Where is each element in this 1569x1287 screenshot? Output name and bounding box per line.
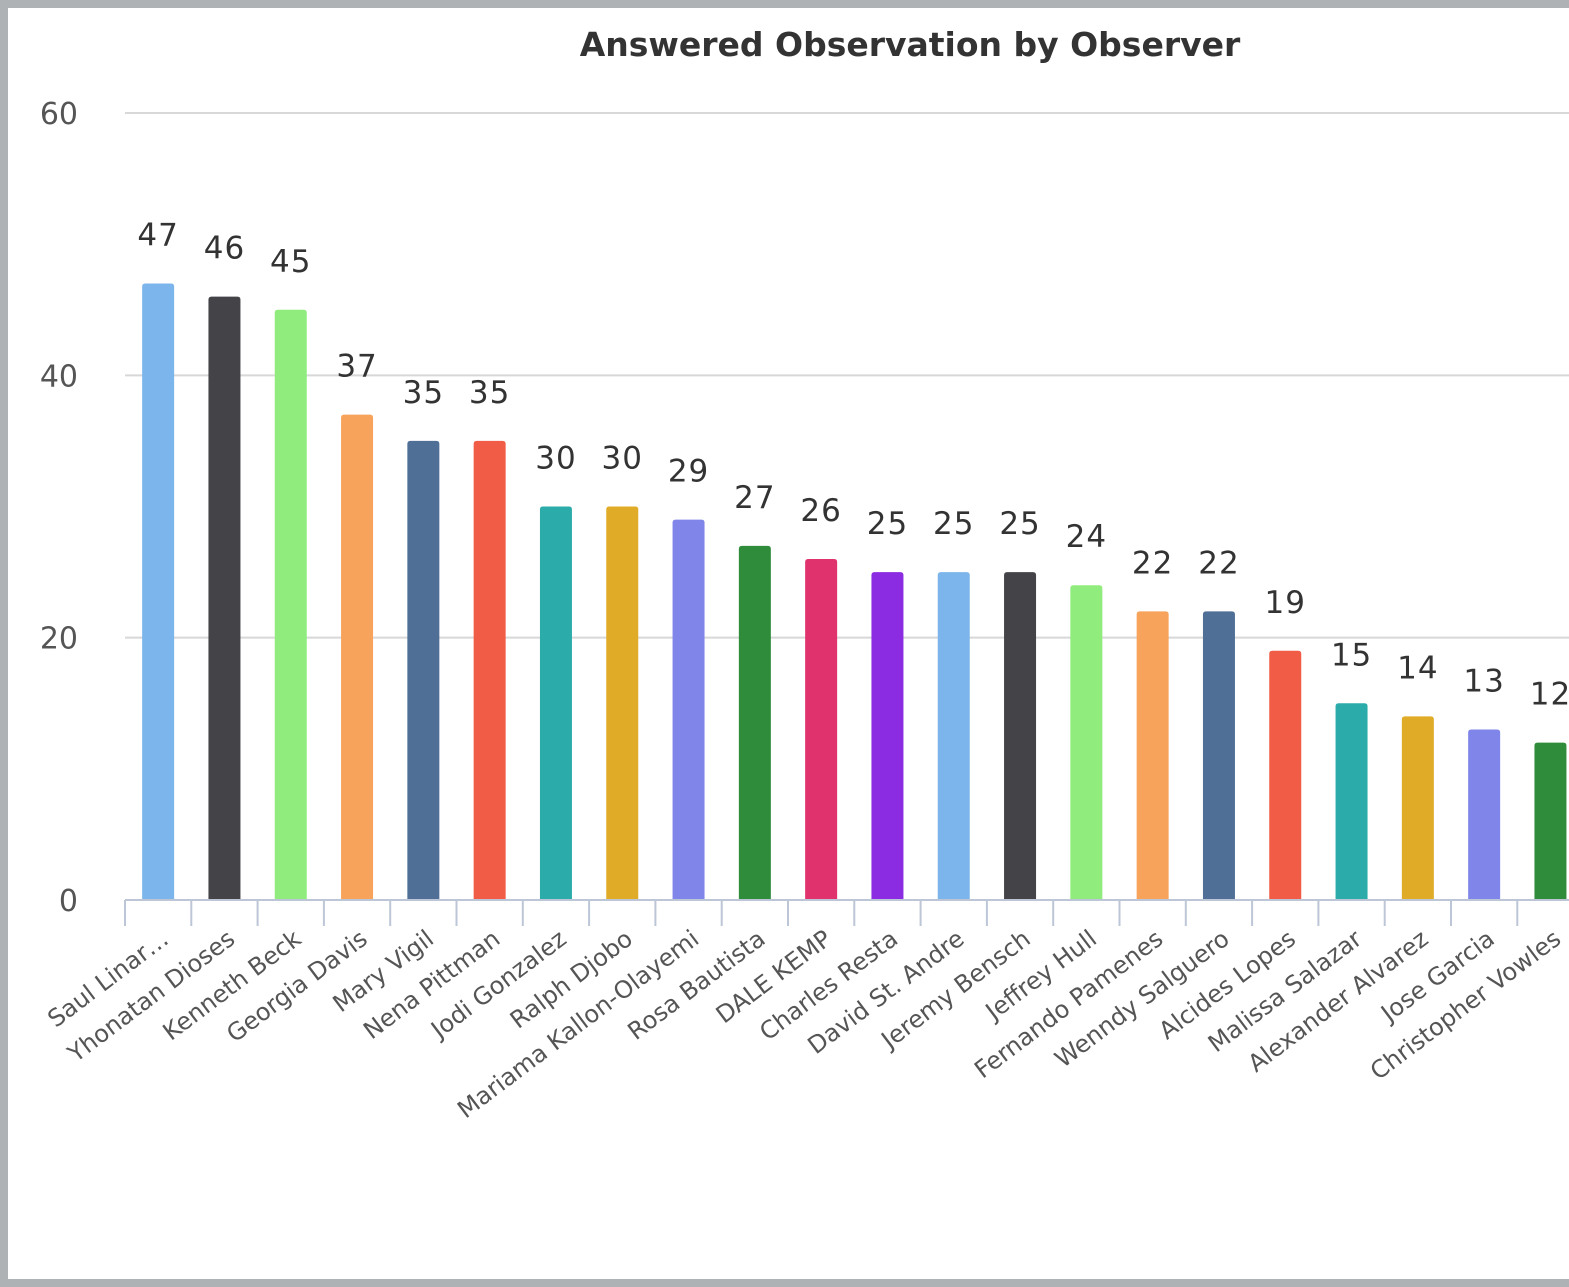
y-axis-ticks: 0 20 40 60 <box>40 97 78 919</box>
data-label: 15 <box>1331 637 1372 673</box>
data-label: 45 <box>270 244 311 280</box>
bar[interactable] <box>1004 572 1037 900</box>
bar[interactable] <box>937 572 970 900</box>
bars <box>142 283 1567 901</box>
bar[interactable] <box>208 296 241 901</box>
data-label: 30 <box>535 441 576 477</box>
data-label: 14 <box>1397 650 1438 686</box>
data-label: 26 <box>800 493 841 529</box>
y-tick-label: 20 <box>40 622 78 657</box>
data-label: 24 <box>1066 519 1107 555</box>
chart-title: Answered Observation by Observer <box>580 25 1241 64</box>
bar[interactable] <box>738 545 771 900</box>
data-label: 29 <box>668 454 709 490</box>
bar[interactable] <box>539 506 572 901</box>
data-label: 30 <box>602 441 643 477</box>
data-label: 35 <box>469 375 510 411</box>
bar[interactable] <box>1070 585 1103 900</box>
bar[interactable] <box>274 309 307 900</box>
data-label: 12 <box>1530 677 1569 713</box>
bar[interactable] <box>341 414 374 900</box>
bar[interactable] <box>473 440 506 900</box>
bar-chart: Answered Observation by Observer 0 20 40 60… <box>40 25 1569 1124</box>
y-tick-label: 0 <box>59 884 78 919</box>
bar[interactable] <box>407 440 440 900</box>
bar[interactable] <box>805 558 838 900</box>
bar[interactable] <box>1202 611 1235 900</box>
y-tick-label: 40 <box>40 359 78 394</box>
data-label: 35 <box>403 375 444 411</box>
bar[interactable] <box>1136 611 1169 900</box>
bar[interactable] <box>1401 716 1434 900</box>
y-tick-label: 60 <box>40 97 78 132</box>
data-label: 22 <box>1198 545 1239 581</box>
x-axis <box>124 899 1569 926</box>
bar[interactable] <box>1335 703 1368 900</box>
data-label: 37 <box>336 349 377 385</box>
data-label: 25 <box>867 506 908 542</box>
data-label: 46 <box>204 231 245 267</box>
data-label: 47 <box>137 218 178 254</box>
bar[interactable] <box>1534 742 1567 900</box>
chart-card: Answered Observation by Observer 0 20 40 60… <box>8 8 1569 1279</box>
data-label: 25 <box>999 506 1040 542</box>
bar[interactable] <box>672 519 705 900</box>
data-label: 27 <box>734 480 775 516</box>
data-label: 25 <box>933 506 974 542</box>
bar[interactable] <box>871 572 904 900</box>
data-label: 13 <box>1463 663 1504 699</box>
bar[interactable] <box>142 283 175 900</box>
bar[interactable] <box>606 506 639 901</box>
bar[interactable] <box>1468 729 1501 900</box>
bar[interactable] <box>1269 650 1302 900</box>
data-label: 22 <box>1132 545 1173 581</box>
data-labels: 47 46 45 37 35 35 30 30 29 27 26 25 25 25 24 22 22 19 15 14… <box>137 218 1569 713</box>
data-label: 19 <box>1265 585 1306 621</box>
